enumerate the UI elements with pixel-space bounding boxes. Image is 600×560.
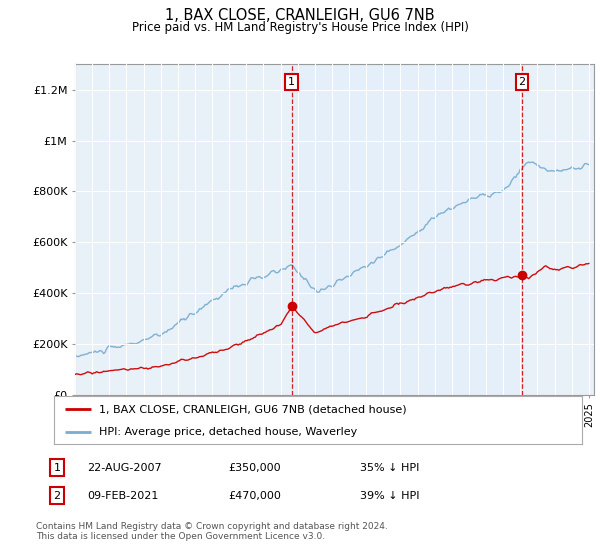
Text: HPI: Average price, detached house, Waverley: HPI: Average price, detached house, Wave…	[99, 427, 357, 437]
Text: 1, BAX CLOSE, CRANLEIGH, GU6 7NB (detached house): 1, BAX CLOSE, CRANLEIGH, GU6 7NB (detach…	[99, 404, 407, 414]
Text: 1: 1	[288, 77, 295, 87]
Text: Contains HM Land Registry data © Crown copyright and database right 2024.
This d: Contains HM Land Registry data © Crown c…	[36, 522, 388, 542]
Text: 35% ↓ HPI: 35% ↓ HPI	[360, 463, 419, 473]
Text: 1, BAX CLOSE, CRANLEIGH, GU6 7NB: 1, BAX CLOSE, CRANLEIGH, GU6 7NB	[165, 8, 435, 24]
Text: Price paid vs. HM Land Registry's House Price Index (HPI): Price paid vs. HM Land Registry's House …	[131, 21, 469, 34]
Text: 09-FEB-2021: 09-FEB-2021	[87, 491, 158, 501]
Text: 39% ↓ HPI: 39% ↓ HPI	[360, 491, 419, 501]
Text: £350,000: £350,000	[228, 463, 281, 473]
Text: 2: 2	[518, 77, 526, 87]
Text: £470,000: £470,000	[228, 491, 281, 501]
Text: 1: 1	[53, 463, 61, 473]
Text: 22-AUG-2007: 22-AUG-2007	[87, 463, 161, 473]
Bar	[292, 64, 522, 395]
Text: 2: 2	[53, 491, 61, 501]
